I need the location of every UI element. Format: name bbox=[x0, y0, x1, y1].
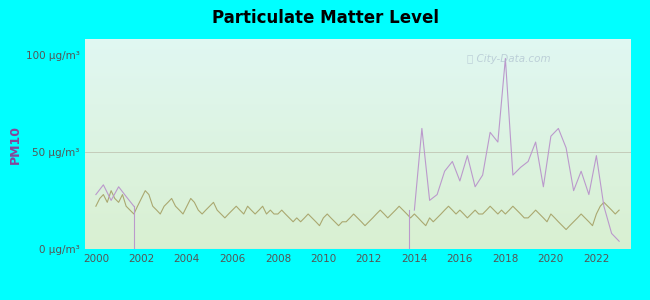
Legend: Stevinson, CA, US: Stevinson, CA, US bbox=[268, 296, 447, 300]
Y-axis label: PM10: PM10 bbox=[8, 124, 21, 164]
Text: ⓘ City-Data.com: ⓘ City-Data.com bbox=[467, 54, 551, 64]
Text: Particulate Matter Level: Particulate Matter Level bbox=[211, 9, 439, 27]
